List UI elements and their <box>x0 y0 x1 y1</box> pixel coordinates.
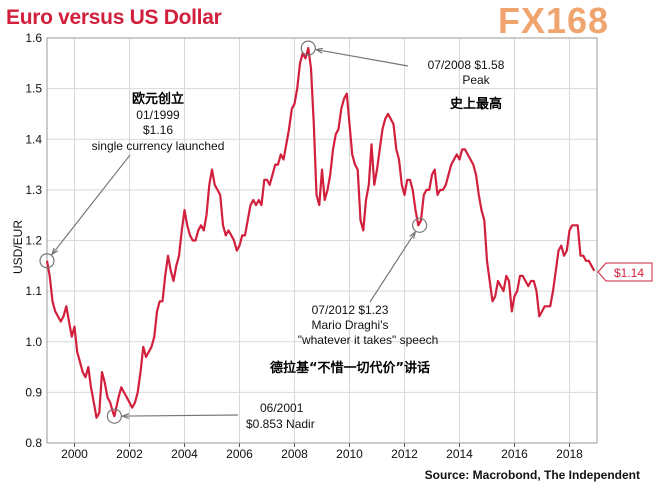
annotation-marker <box>300 40 316 56</box>
chart-title: Euro versus US Dollar <box>6 6 222 29</box>
annotation-peak-cn: 史上最高 <box>450 96 502 112</box>
y-tick-label: 1.5 <box>25 82 42 96</box>
y-tick-label: 1.6 <box>25 31 42 45</box>
annotation-peak-date: 07/2008 $1.58 <box>428 58 505 72</box>
x-tick-label: 2000 <box>61 447 88 461</box>
fx168-logo: FX168 <box>498 0 610 41</box>
annotation-peak-label: Peak <box>462 73 490 87</box>
y-tick-label: 0.8 <box>25 436 42 450</box>
x-tick-label: 2018 <box>556 447 583 461</box>
annotation-arrowhead <box>314 47 324 54</box>
plot-frame <box>46 37 598 444</box>
x-tick-label: 2008 <box>281 447 308 461</box>
tick-labels: 2000 2002 2004 2006 2008 2010 2012 2014 2016 2018… <box>25 31 583 461</box>
annotation-marker <box>39 253 55 269</box>
annotation-draghi-quote: "whatever it takes" speech <box>298 333 439 347</box>
source-note: Source: Macrobond, The Independent <box>424 468 640 482</box>
y-tick-label: 1.3 <box>25 183 42 197</box>
axes <box>46 37 598 447</box>
last-value-tag: $1.14 <box>597 262 653 282</box>
annotations <box>39 40 428 424</box>
annotation-arrowhead <box>409 230 417 239</box>
annotation-nadir-value: $0.853 Nadir <box>246 417 315 431</box>
annotation-arrow <box>316 48 409 67</box>
y-tick-label: 1.1 <box>25 284 42 298</box>
y-tick-label: 1.4 <box>25 132 42 146</box>
annotation-launch-date: 01/1999 <box>136 108 180 122</box>
x-tick-label: 2002 <box>116 447 143 461</box>
x-tick-label: 2006 <box>226 447 253 461</box>
annotation-draghi-date: 07/2012 $1.23 <box>312 303 389 317</box>
annotation-marker <box>412 217 428 233</box>
y-tick-label: 1.0 <box>25 335 42 349</box>
x-tick-label: 2014 <box>446 447 473 461</box>
y-tick-label: 1.2 <box>25 234 42 248</box>
annotation-launch-cn: 欧元创立 <box>132 91 184 107</box>
annotation-arrowhead <box>50 247 59 256</box>
annotation-arrowhead <box>120 413 130 419</box>
series-line <box>45 47 596 419</box>
annotation-draghi-name: Mario Draghi's <box>312 318 389 332</box>
annotation-arrow <box>122 414 239 417</box>
grid <box>47 37 597 444</box>
last-value-label: $1.14 <box>614 266 644 280</box>
x-tick-label: 2004 <box>171 447 198 461</box>
annotation-arrow <box>369 231 416 303</box>
x-tick-label: 2012 <box>391 447 418 461</box>
y-tick-label: 0.9 <box>25 385 42 399</box>
annotation-nadir-date: 06/2001 <box>260 401 304 415</box>
annotation-arrow <box>51 154 131 255</box>
y-axis-label: USD/EUR <box>11 220 25 274</box>
x-tick-label: 2010 <box>336 447 363 461</box>
annotation-draghi-cn: 德拉基“不惜一切代价”讲话 <box>270 360 430 376</box>
annotation-launch-value: $1.16 <box>143 123 173 137</box>
annotation-launch-note: single currency launched <box>92 139 225 153</box>
x-tick-label: 2016 <box>501 447 528 461</box>
